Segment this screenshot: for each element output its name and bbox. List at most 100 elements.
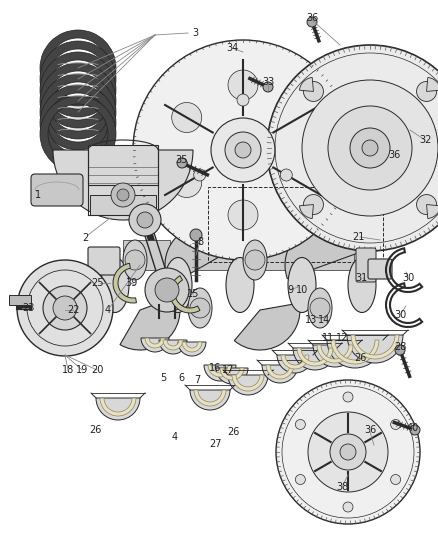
Text: 20: 20: [91, 365, 103, 375]
Wedge shape: [40, 41, 116, 117]
Wedge shape: [232, 375, 264, 391]
Wedge shape: [40, 96, 116, 172]
Ellipse shape: [288, 257, 316, 312]
Circle shape: [190, 298, 210, 318]
Wedge shape: [100, 398, 136, 416]
Wedge shape: [170, 276, 200, 313]
Text: 2: 2: [82, 233, 88, 243]
Wedge shape: [141, 338, 169, 352]
Text: 28: 28: [394, 342, 406, 352]
Text: 19: 19: [76, 365, 88, 375]
Circle shape: [343, 392, 353, 402]
Wedge shape: [40, 30, 116, 106]
Text: 14: 14: [318, 315, 330, 325]
Circle shape: [245, 250, 265, 270]
Text: 27: 27: [209, 439, 221, 449]
Circle shape: [302, 80, 438, 216]
Circle shape: [263, 82, 273, 92]
Wedge shape: [327, 340, 383, 368]
Wedge shape: [277, 355, 313, 373]
Wedge shape: [40, 52, 116, 128]
Circle shape: [172, 102, 202, 133]
Text: 1: 1: [35, 190, 41, 200]
Text: 26: 26: [354, 353, 366, 363]
Text: 6: 6: [178, 373, 184, 383]
Wedge shape: [427, 77, 438, 92]
Text: 23: 23: [22, 303, 34, 313]
Wedge shape: [190, 390, 230, 410]
Text: 18: 18: [62, 365, 74, 375]
Circle shape: [328, 106, 412, 190]
Circle shape: [395, 345, 405, 355]
Text: 25: 25: [92, 278, 104, 288]
Text: 21: 21: [352, 232, 364, 242]
Text: 30: 30: [402, 273, 414, 283]
FancyBboxPatch shape: [310, 240, 354, 270]
Circle shape: [391, 474, 401, 484]
Wedge shape: [40, 63, 116, 139]
Wedge shape: [216, 368, 248, 384]
Circle shape: [53, 296, 77, 320]
Wedge shape: [165, 225, 240, 285]
Wedge shape: [145, 338, 165, 348]
Text: 12: 12: [336, 333, 348, 343]
Circle shape: [133, 40, 353, 260]
Ellipse shape: [308, 288, 332, 328]
Ellipse shape: [101, 257, 129, 312]
Text: 17: 17: [222, 365, 234, 375]
Wedge shape: [163, 340, 183, 350]
Circle shape: [417, 195, 437, 215]
Circle shape: [310, 298, 330, 318]
Text: 3: 3: [192, 28, 198, 38]
Circle shape: [340, 444, 356, 460]
Wedge shape: [190, 229, 202, 241]
Circle shape: [155, 278, 179, 302]
Circle shape: [391, 419, 401, 430]
Wedge shape: [351, 335, 399, 359]
FancyBboxPatch shape: [88, 145, 158, 185]
Circle shape: [307, 17, 317, 27]
Wedge shape: [208, 365, 232, 377]
Wedge shape: [40, 85, 116, 161]
Circle shape: [362, 140, 378, 156]
Wedge shape: [228, 375, 268, 395]
Circle shape: [308, 412, 388, 492]
Circle shape: [129, 204, 161, 236]
Wedge shape: [300, 77, 314, 92]
Wedge shape: [159, 340, 187, 354]
Text: 30: 30: [394, 310, 406, 320]
FancyBboxPatch shape: [123, 240, 170, 270]
Circle shape: [237, 94, 249, 106]
Circle shape: [137, 212, 153, 228]
Circle shape: [111, 183, 135, 207]
Text: 26: 26: [227, 427, 239, 437]
Text: 33: 33: [262, 77, 274, 87]
Wedge shape: [300, 205, 314, 219]
Circle shape: [330, 434, 366, 470]
Wedge shape: [281, 355, 309, 369]
Text: 35: 35: [175, 155, 187, 165]
Text: 31: 31: [355, 273, 367, 283]
FancyBboxPatch shape: [186, 240, 232, 270]
Circle shape: [280, 169, 292, 181]
Circle shape: [267, 45, 438, 251]
Circle shape: [304, 195, 323, 215]
Ellipse shape: [348, 257, 376, 312]
Wedge shape: [347, 335, 403, 363]
Wedge shape: [297, 348, 333, 366]
Wedge shape: [40, 74, 116, 150]
Text: 34: 34: [226, 43, 238, 53]
Ellipse shape: [226, 257, 254, 312]
FancyBboxPatch shape: [90, 195, 156, 215]
Circle shape: [284, 167, 314, 198]
Wedge shape: [317, 345, 353, 363]
Circle shape: [225, 132, 261, 168]
Text: 7: 7: [194, 375, 200, 385]
FancyBboxPatch shape: [356, 248, 376, 282]
Wedge shape: [96, 398, 140, 420]
Wedge shape: [266, 365, 294, 379]
Wedge shape: [53, 150, 193, 220]
Circle shape: [417, 82, 437, 101]
Circle shape: [235, 142, 251, 158]
Text: 9: 9: [287, 285, 293, 295]
